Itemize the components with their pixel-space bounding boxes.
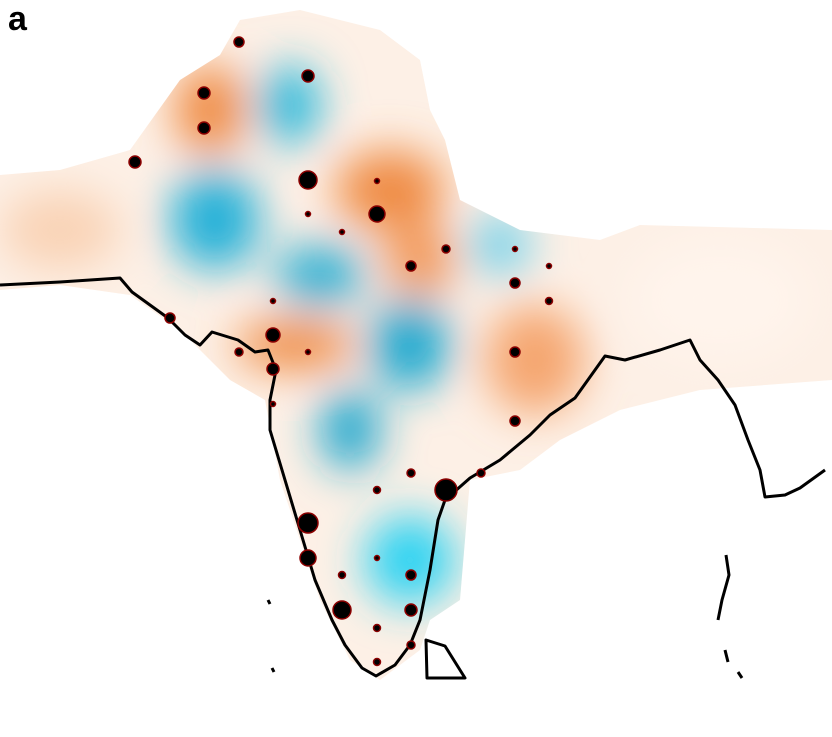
panel-label: a [8, 0, 27, 38]
stations [128, 36, 554, 667]
